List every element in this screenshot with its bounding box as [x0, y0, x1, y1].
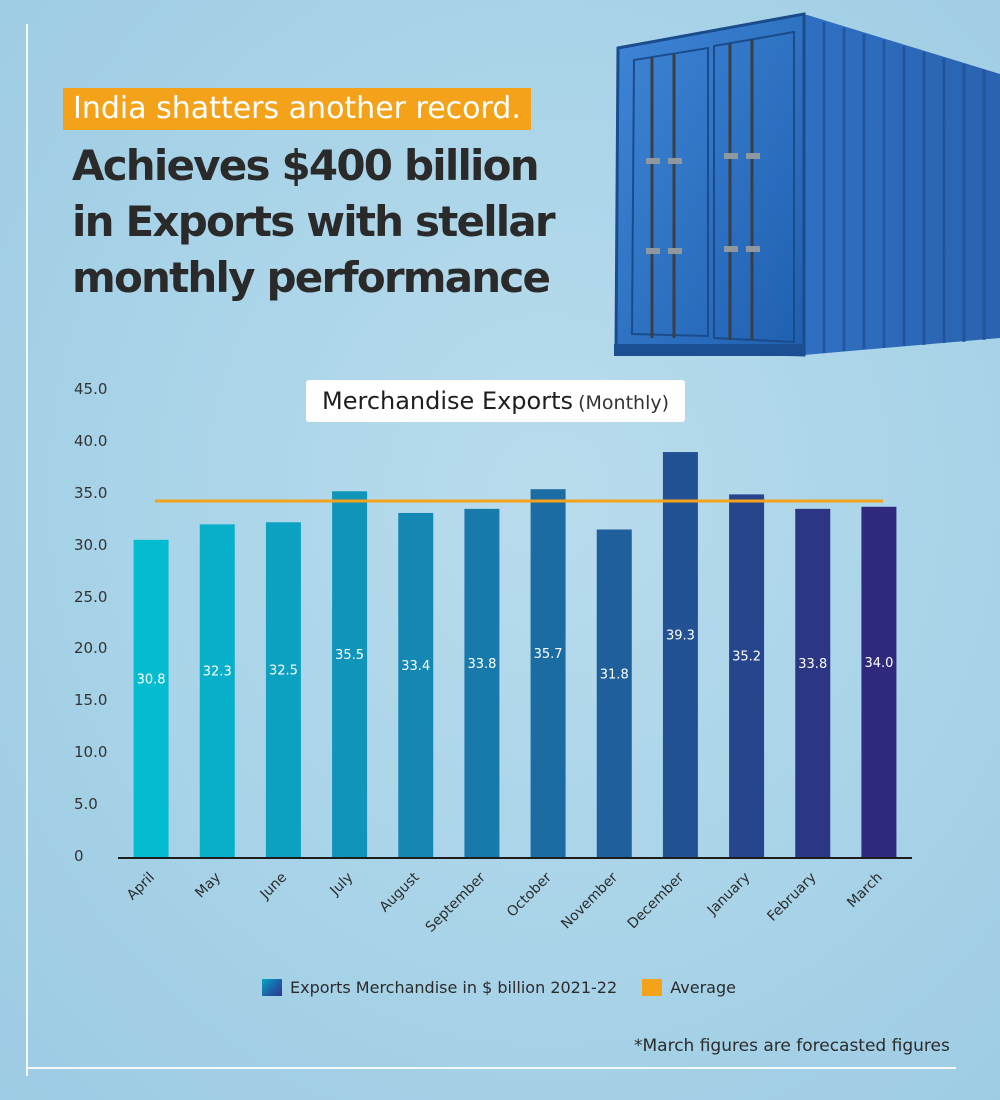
- bar-value-label: 33.4: [401, 659, 430, 674]
- x-tick-label: April: [124, 870, 158, 904]
- headline-line-1: Achieves $400 billion: [72, 141, 540, 190]
- chart-title-main: Merchandise Exports: [322, 387, 574, 415]
- bar-october: [530, 489, 566, 858]
- footnote: *March figures are forecasted figures: [634, 1036, 950, 1056]
- y-tick-label: 45.0: [74, 380, 108, 398]
- bar-value-label: 35.7: [534, 647, 563, 662]
- x-tick-label: December: [625, 869, 688, 932]
- legend-label-average: Average: [670, 978, 736, 997]
- bar-july: [332, 491, 368, 858]
- bar-value-label: 33.8: [798, 657, 827, 672]
- legend-item-exports: Exports Merchandise in $ billion 2021-22: [262, 978, 617, 997]
- bar-value-label: 32.5: [269, 664, 298, 679]
- bar-december: [662, 452, 698, 858]
- bar-february: [795, 508, 831, 858]
- x-tick-label: August: [377, 869, 423, 915]
- y-tick-label: 15.0: [74, 691, 108, 709]
- legend-swatch-average: [642, 979, 663, 996]
- x-tick-label: July: [327, 870, 357, 900]
- bar-january: [729, 494, 765, 858]
- chart-legend: Exports Merchandise in $ billion 2021-22…: [262, 978, 756, 998]
- bar-value-label: 31.8: [600, 667, 629, 682]
- x-tick-label: October: [504, 869, 555, 920]
- chart-title-subtitle: (Monthly): [578, 392, 670, 414]
- bar-may: [199, 524, 235, 858]
- bar-april: [133, 539, 169, 858]
- bar-value-label: 35.2: [732, 650, 761, 665]
- bar-november: [596, 529, 632, 858]
- x-tick-label: September: [423, 869, 489, 935]
- bar-august: [398, 512, 434, 858]
- y-tick-label: 10.0: [74, 743, 108, 761]
- bar-value-label: 33.8: [467, 657, 496, 672]
- kicker-banner: India shatters another record.: [63, 88, 531, 130]
- y-tick-label: 5.0: [74, 795, 98, 813]
- y-tick-label: 25.0: [74, 588, 108, 606]
- bar-september: [464, 508, 500, 858]
- x-tick-label: January: [704, 870, 754, 920]
- y-tick-label: 30.0: [74, 536, 108, 554]
- x-tick-label: November: [558, 869, 621, 932]
- bar-march: [861, 506, 897, 858]
- headline: Achieves $400 billion in Exports with st…: [72, 138, 612, 306]
- chart-title: Merchandise Exports (Monthly): [306, 380, 686, 422]
- y-tick-label: 40.0: [74, 432, 108, 450]
- legend-swatch-exports: [262, 979, 282, 996]
- x-tick-label: May: [192, 870, 224, 902]
- y-tick-label: 35.0: [74, 484, 108, 502]
- legend-label-exports: Exports Merchandise in $ billion 2021-22: [290, 978, 618, 997]
- bar-group: [133, 452, 897, 858]
- x-tick-label: March: [844, 870, 885, 911]
- x-tick-label: February: [764, 870, 819, 925]
- frame-left-border: [26, 24, 28, 1076]
- bar-value-label: 32.3: [203, 665, 232, 680]
- y-tick-label: 0: [74, 847, 84, 865]
- bar-value-label: 39.3: [666, 629, 695, 644]
- y-tick-label: 20.0: [74, 639, 108, 657]
- legend-item-average: Average: [642, 978, 736, 997]
- bar-june: [265, 522, 301, 858]
- bar-value-label: 30.8: [137, 672, 166, 687]
- x-tick-label: June: [257, 870, 291, 904]
- frame-bottom-border: [26, 1067, 956, 1069]
- shipping-container-illustration: [614, 12, 1000, 357]
- bar-value-label: 35.5: [335, 648, 364, 663]
- headline-line-2: in Exports with stellar: [72, 197, 556, 246]
- bar-value-label: 34.0: [864, 656, 893, 671]
- headline-line-3: monthly performance: [72, 253, 551, 302]
